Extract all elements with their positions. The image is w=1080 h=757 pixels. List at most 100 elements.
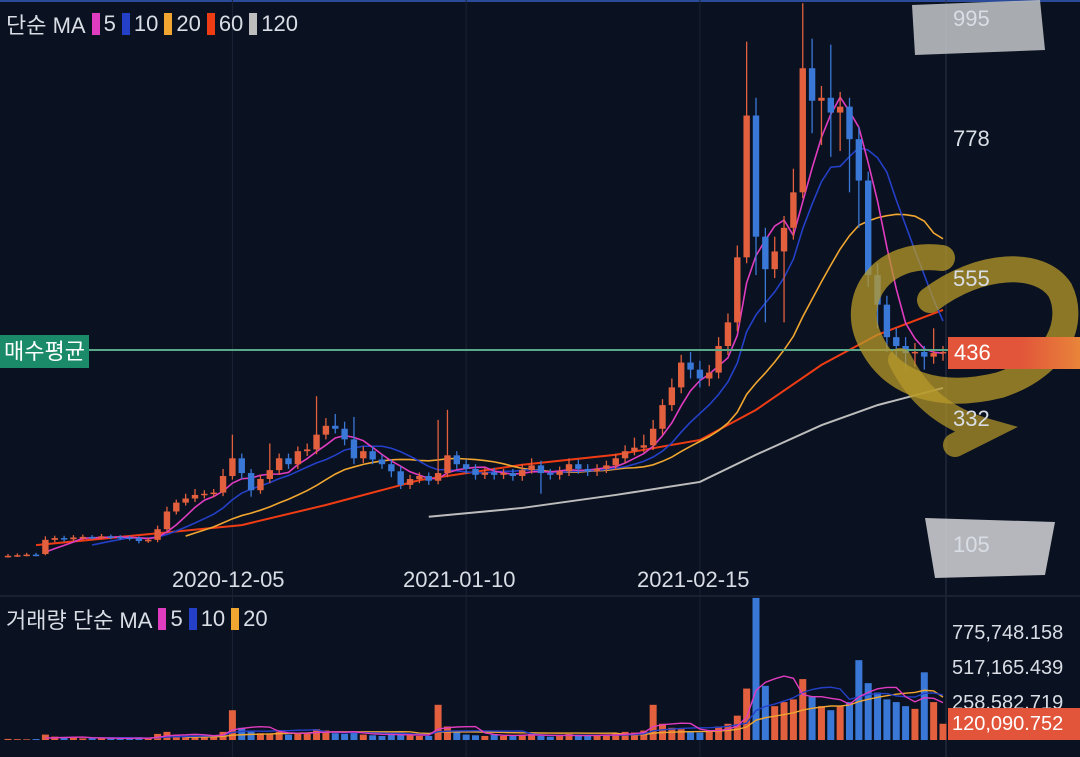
volume-bar: [60, 737, 68, 740]
volume-bar: [107, 738, 115, 740]
candle-body: [444, 455, 451, 474]
candle-body: [14, 555, 21, 557]
volume-bar: [817, 706, 825, 740]
candle-body: [780, 227, 788, 252]
candle: [4, 554, 12, 558]
candle-body: [687, 362, 694, 370]
candle: [491, 467, 498, 480]
candle: [799, 3, 806, 199]
candle-body: [247, 473, 255, 491]
ma120-line: [428, 386, 944, 518]
candle: [771, 236, 778, 279]
candle: [79, 534, 86, 540]
candle: [322, 418, 330, 440]
candle-body: [893, 337, 900, 347]
candle-body: [836, 106, 844, 113]
volume-bar: [715, 726, 723, 740]
candles: [4, 3, 947, 558]
candle: [201, 490, 208, 499]
candle-body: [294, 451, 302, 465]
ma10-swatch: [121, 13, 130, 35]
candle: [752, 97, 760, 276]
volume-bar: [228, 710, 236, 740]
volume-bar: [584, 735, 592, 740]
volume-bar: [649, 704, 657, 740]
candle-body: [229, 458, 236, 477]
ma120-label: 120: [261, 11, 299, 36]
volume-bar: [752, 597, 760, 740]
volume-bar: [855, 660, 863, 740]
candle: [808, 38, 816, 134]
candle: [191, 489, 199, 503]
candle: [593, 464, 601, 477]
candle-body: [32, 554, 40, 557]
candle-body: [537, 465, 545, 474]
volume-bar: [677, 729, 685, 740]
volume-bar: [200, 736, 208, 740]
candle-body: [556, 471, 563, 475]
candle: [304, 443, 311, 456]
candle-body: [98, 536, 105, 538]
candle-body: [191, 494, 199, 499]
current-price-badge: 436: [948, 337, 1080, 369]
volume-bar: [350, 731, 358, 740]
volume-bar: [462, 734, 470, 740]
volume-bar: [98, 737, 105, 740]
candle: [939, 346, 947, 361]
ma5-label: 5: [103, 11, 116, 36]
candle-body: [88, 536, 96, 539]
date-tick: 2021-02-15: [637, 567, 750, 592]
candle: [724, 313, 732, 355]
volume-tick: 517,165.439: [952, 657, 1064, 679]
volume-bar: [247, 730, 255, 740]
candle: [378, 454, 386, 469]
volume-bar: [612, 733, 620, 740]
candle-body: [397, 471, 404, 485]
candle: [88, 535, 96, 540]
candle-body: [23, 554, 30, 557]
ma5-line: [45, 95, 944, 553]
candle: [818, 85, 825, 146]
candle: [14, 553, 21, 557]
candle-body: [827, 97, 834, 113]
candle-body: [322, 425, 330, 435]
candle: [659, 399, 666, 435]
volume-bar: [789, 699, 797, 740]
price-tick: 995: [953, 6, 990, 31]
candle: [23, 552, 30, 557]
candle: [332, 413, 339, 434]
volume-bar: [733, 715, 741, 740]
candle: [537, 460, 545, 494]
volume-bar: [387, 734, 395, 740]
candle-body: [631, 447, 638, 452]
candle-body: [126, 537, 133, 539]
volume-bar: [303, 733, 311, 740]
candle: [696, 360, 704, 388]
candle-body: [612, 458, 619, 466]
volume-bar: [546, 736, 554, 740]
candle: [247, 468, 255, 497]
ma5-swatch: [91, 13, 100, 35]
candle-body: [808, 68, 816, 101]
candle-body: [425, 476, 432, 481]
candle-body: [509, 473, 517, 477]
erased-mark-bottom: [925, 518, 1055, 578]
candle: [790, 168, 797, 240]
volume-moving-averages: [45, 675, 944, 739]
volume-bar: [322, 730, 330, 740]
volume-bar: [32, 739, 40, 740]
candle: [865, 171, 872, 287]
volume-bar: [481, 735, 489, 740]
volume-bar: [808, 696, 816, 740]
volume-bar: [144, 738, 152, 740]
candle: [565, 458, 573, 477]
candle-body: [434, 473, 442, 481]
candle-body: [930, 353, 937, 357]
candle: [425, 472, 432, 485]
candle-body: [883, 304, 891, 338]
candle: [285, 453, 292, 469]
candle-body: [266, 470, 273, 479]
volume-bar: [182, 735, 190, 740]
candle: [453, 451, 460, 469]
